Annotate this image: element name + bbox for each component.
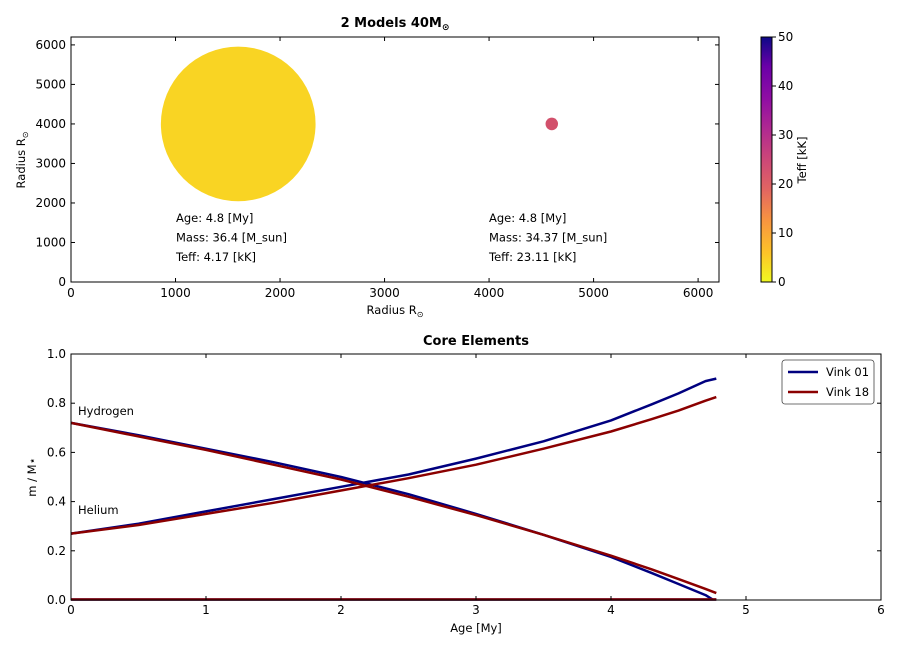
line-y-tick-label: 0.8 xyxy=(47,396,66,410)
scatter-x-tick-label: 1000 xyxy=(160,286,191,300)
scatter-panel: 2 Models 40M⊙ Age: 4.8 [My] Mass: 36.4 [M… xyxy=(14,16,720,319)
line-x-tick-label: 2 xyxy=(337,603,345,617)
line-x-tick-label: 6 xyxy=(877,603,885,617)
hydrogen-label: Hydrogen xyxy=(78,404,134,418)
star-marker-1 xyxy=(160,46,316,202)
annotation-2-line-2: Mass: 34.37 [M_sun] xyxy=(489,231,607,245)
line-x-tick-label: 5 xyxy=(742,603,750,617)
line-hydrogen-series-2 xyxy=(70,421,717,595)
scatter-frame xyxy=(70,36,720,283)
scatter-marks xyxy=(160,46,559,202)
scatter-y-tick-label: 3000 xyxy=(35,156,66,170)
line-x-tick-label: 0 xyxy=(67,603,75,617)
line-y-tick-label: 0.2 xyxy=(47,544,66,558)
line-y-tick-label: 0.0 xyxy=(47,593,66,607)
line-x-tick-label: 3 xyxy=(472,603,480,617)
scatter-annotations: Age: 4.8 [My] Mass: 36.4 [M_sun] Teff: 4.1… xyxy=(175,211,607,264)
scatter-y-tick-label: 6000 xyxy=(35,38,66,52)
scatter-x-tick-label: 2000 xyxy=(265,286,296,300)
legend: Vink 01 Vink 18 xyxy=(781,359,875,405)
scatter-x-tick-label: 6000 xyxy=(683,286,714,300)
legend-label-vink18: Vink 18 xyxy=(826,385,869,399)
scatter-y-label: Radius R⊙ xyxy=(14,132,30,189)
line-helium-series-1 xyxy=(70,377,717,535)
scatter-x-tick-label: 3000 xyxy=(369,286,400,300)
line-title: Core Elements xyxy=(423,334,529,349)
annotation-1-line-2: Mass: 36.4 [M_sun] xyxy=(176,231,287,245)
colorbar-tick-label: 40 xyxy=(778,79,793,93)
line-helium-series-2 xyxy=(70,395,717,535)
line-frame xyxy=(70,353,882,601)
line-y-tick-label: 1.0 xyxy=(47,347,66,361)
annotation-2-line-1: Age: 4.8 [My] xyxy=(489,211,566,225)
colorbar-label: Teff [kK] xyxy=(795,137,809,185)
scatter-y-ticks: 0 1000 2000 3000 4000 5000 6000 xyxy=(35,38,719,289)
scatter-x-label: Radius R⊙ xyxy=(367,303,424,319)
annotation-1-line-1: Age: 4.8 [My] xyxy=(176,211,253,225)
colorbar-tick-label: 10 xyxy=(778,226,793,240)
colorbar-tick-label: 20 xyxy=(778,177,793,191)
colorbar-gradient xyxy=(760,36,773,283)
scatter-x-ticks: 0 1000 2000 3000 4000 5000 6000 xyxy=(67,37,713,300)
line-x-tick-label: 1 xyxy=(202,603,210,617)
scatter-title: 2 Models 40M⊙ xyxy=(341,16,450,33)
line-y-tick-label: 0.6 xyxy=(47,445,66,459)
legend-label-vink01: Vink 01 xyxy=(826,365,869,379)
line-series xyxy=(70,377,717,601)
line-x-tick-label: 4 xyxy=(607,603,615,617)
scatter-y-tick-label: 4000 xyxy=(35,117,66,131)
line-hydrogen-series-1 xyxy=(70,421,713,601)
scatter-y-tick-label: 1000 xyxy=(35,235,66,249)
line-x-label: Age [My] xyxy=(450,621,502,635)
star-marker-2 xyxy=(545,117,559,131)
helium-label: Helium xyxy=(78,503,119,517)
scatter-x-tick-label: 0 xyxy=(67,286,75,300)
line-y-label: m / M⋆ xyxy=(25,457,39,497)
scatter-x-tick-label: 4000 xyxy=(474,286,505,300)
line-y-tick-label: 0.4 xyxy=(47,495,66,509)
line-panel: Core Elements 0 1 2 3 4 5 6 0.0 0.2 0.4 0.6 0.8 1.0… xyxy=(25,334,885,635)
scatter-x-tick-label: 5000 xyxy=(578,286,609,300)
colorbar-tick-label: 50 xyxy=(778,30,793,44)
colorbar-tick-label: 0 xyxy=(778,275,786,289)
colorbar-ticks: 0 10 20 30 40 50 xyxy=(772,30,793,289)
scatter-y-tick-label: 2000 xyxy=(35,196,66,210)
line-y-ticks: 0.0 0.2 0.4 0.6 0.8 1.0 xyxy=(47,347,881,607)
colorbar-tick-label: 30 xyxy=(778,128,793,142)
scatter-y-tick-label: 5000 xyxy=(35,77,66,91)
colorbar: 0 10 20 30 40 50 Teff [kK] xyxy=(760,30,809,289)
line-x-ticks: 0 1 2 3 4 5 6 xyxy=(67,354,885,617)
annotation-1-line-3: Teff: 4.17 [kK] xyxy=(175,250,256,264)
annotation-2-line-3: Teff: 23.11 [kK] xyxy=(488,250,576,264)
scatter-y-tick-label: 0 xyxy=(58,275,66,289)
